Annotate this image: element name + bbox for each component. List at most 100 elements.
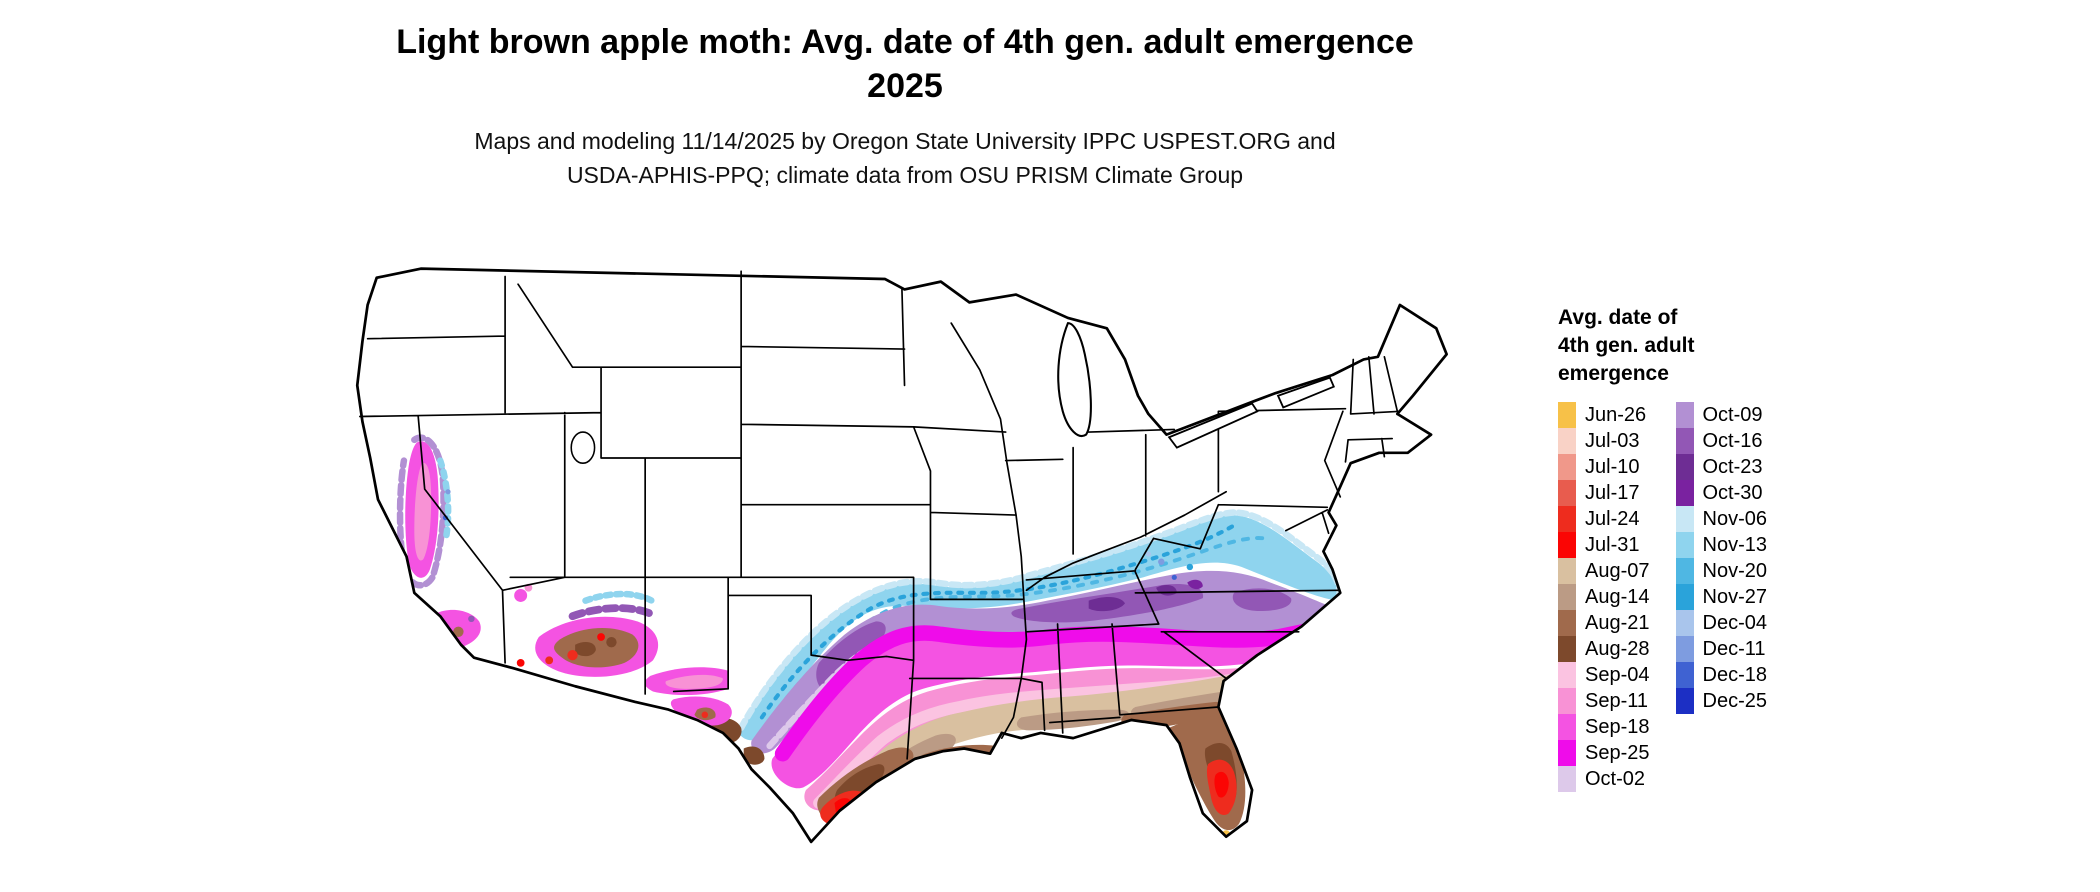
legend-label: Aug-07	[1585, 560, 1650, 582]
legend-row: Jul-10	[1558, 454, 1650, 480]
legend-label: Aug-21	[1585, 612, 1650, 634]
legend-swatch	[1675, 688, 1694, 714]
legend-row: Oct-30	[1675, 480, 1767, 506]
zone-appalachia-dot-1	[1158, 558, 1165, 565]
lake-ontario	[1276, 376, 1335, 409]
legend-swatch	[1675, 636, 1694, 662]
legend-label: Jul-10	[1585, 456, 1640, 478]
zone-ca-valley-pink	[414, 462, 432, 561]
map-title-line2: 2025	[867, 67, 943, 105]
legend-label: Aug-28	[1585, 638, 1650, 660]
legend-row: Dec-25	[1675, 688, 1767, 714]
legend-swatch	[1558, 766, 1576, 792]
zone-az-rim-cyan	[582, 590, 659, 607]
legend-row: Jul-31	[1558, 532, 1650, 558]
legend-swatch	[1675, 454, 1694, 480]
zone-jun26-keys	[1200, 839, 1226, 842]
legend-label: Jun-26	[1585, 404, 1647, 426]
legend-row: Sep-11	[1558, 688, 1650, 714]
legend-swatch	[1675, 532, 1694, 558]
zone-oct23-blob-1	[1088, 597, 1125, 612]
legend-column-1: Jun-26 Jul-03 Jul-10 Jul-17 Jul-24 Jul-31 Aug-…	[1558, 402, 1650, 792]
zone-nov13-band	[738, 515, 1339, 741]
zone-socal-purple-dot	[468, 615, 475, 623]
legend-label: Oct-23	[1702, 456, 1763, 478]
legend-row: Aug-07	[1558, 558, 1650, 584]
legend-label: Sep-04	[1585, 664, 1650, 686]
great-salt-lake	[570, 431, 596, 464]
legend-swatch	[1675, 480, 1694, 506]
legend-swatch	[1558, 532, 1576, 558]
legend-row: Jun-26	[1558, 402, 1650, 428]
map-title-line1: Light brown apple moth: Avg. date of 4th…	[396, 23, 1414, 61]
legend-swatch	[1675, 662, 1694, 688]
legend-row: Dec-18	[1675, 662, 1767, 688]
us-map	[355, 267, 1448, 844]
legend-column-2: Oct-09 Oct-16 Oct-23 Oct-30 Nov-06 Nov-13 Nov-…	[1675, 402, 1767, 714]
great-lakes	[570, 322, 1335, 464]
zone-az-red-dot-2	[597, 633, 605, 641]
zone-az-dark-dot	[606, 636, 617, 648]
legend-swatch	[1558, 506, 1576, 532]
legend-label: Nov-13	[1702, 534, 1767, 556]
legend-swatch	[1558, 454, 1576, 480]
legend-swatch	[1675, 428, 1694, 454]
legend-label: Dec-18	[1702, 664, 1767, 686]
legend-label: Nov-06	[1702, 508, 1767, 530]
legend-row: Sep-04	[1558, 662, 1650, 688]
zone-az-red-dot-3	[545, 656, 554, 665]
legend-title-line3: emergence	[1558, 362, 1669, 385]
legend-swatch	[1558, 636, 1576, 662]
legend-row: Jul-17	[1558, 480, 1650, 506]
legend-label: Aug-14	[1585, 586, 1650, 608]
zone-aug28-bigbend-2	[743, 746, 765, 765]
legend-swatch	[1558, 402, 1576, 428]
map-subtitle: Maps and modeling 11/14/2025 by Oregon S…	[0, 124, 1810, 192]
legend-row: Jul-24	[1558, 506, 1650, 532]
legend-label: Nov-27	[1702, 586, 1767, 608]
legend-swatch	[1558, 584, 1576, 610]
legend-label: Nov-20	[1702, 560, 1767, 582]
lake-michigan	[1057, 322, 1092, 437]
legend-row: Nov-20	[1675, 558, 1767, 584]
legend-swatch	[1675, 506, 1694, 532]
us-outline	[355, 267, 1448, 844]
lake-erie	[1167, 402, 1259, 449]
legend-columns: Jun-26 Jul-03 Jul-10 Jul-17 Jul-24 Jul-31 Aug-…	[1558, 402, 1858, 792]
zone-oct16-blob-nc	[1232, 588, 1292, 612]
zone-sep25-strip	[774, 618, 1341, 762]
legend-row: Jul-03	[1558, 428, 1650, 454]
us-map-container	[295, 203, 1540, 879]
zone-bigbend-red-dot-1	[726, 752, 735, 761]
legend-row: Oct-09	[1675, 402, 1767, 428]
zone-nov06-speckle	[737, 509, 1343, 731]
zone-appalachia-dot-4	[1186, 563, 1194, 571]
zone-elpaso-red-dot	[701, 711, 709, 719]
legend-row: Sep-25	[1558, 740, 1650, 766]
legend-label: Oct-30	[1702, 482, 1763, 504]
legend-swatch	[1675, 402, 1694, 428]
map-subtitle-line2: USDA-APHIS-PPQ; climate data from OSU PR…	[566, 162, 1244, 188]
legend-swatch	[1675, 558, 1694, 584]
legend-row: Aug-21	[1558, 610, 1650, 636]
map-title: Light brown apple moth: Avg. date of 4th…	[0, 20, 1810, 108]
zone-oct30-blob	[1187, 579, 1203, 590]
legend-row: Oct-23	[1675, 454, 1767, 480]
legend-swatch	[1675, 584, 1694, 610]
legend-row: Nov-27	[1675, 584, 1767, 610]
legend-row: Nov-06	[1675, 506, 1767, 532]
zone-sierra-blue-dot-1	[445, 489, 451, 495]
legend-row: Dec-11	[1675, 636, 1767, 662]
zone-appalachia-dot-2	[1171, 574, 1177, 580]
legend-title-line1: Avg. date of	[1558, 306, 1678, 329]
legend-swatch	[1558, 480, 1576, 506]
zone-nm-pink	[665, 674, 723, 689]
zone-sierra-cyan	[437, 457, 452, 545]
zone-az-dark	[575, 642, 596, 657]
legend-row: Dec-04	[1675, 610, 1767, 636]
zone-oct09-band	[751, 570, 1338, 754]
legend-row: Aug-14	[1558, 584, 1650, 610]
zone-vegas-magenta-dot	[514, 588, 528, 602]
legend: Avg. date of 4th gen. adult emergence Ju…	[1558, 304, 1858, 792]
legend-swatch	[1558, 428, 1576, 454]
